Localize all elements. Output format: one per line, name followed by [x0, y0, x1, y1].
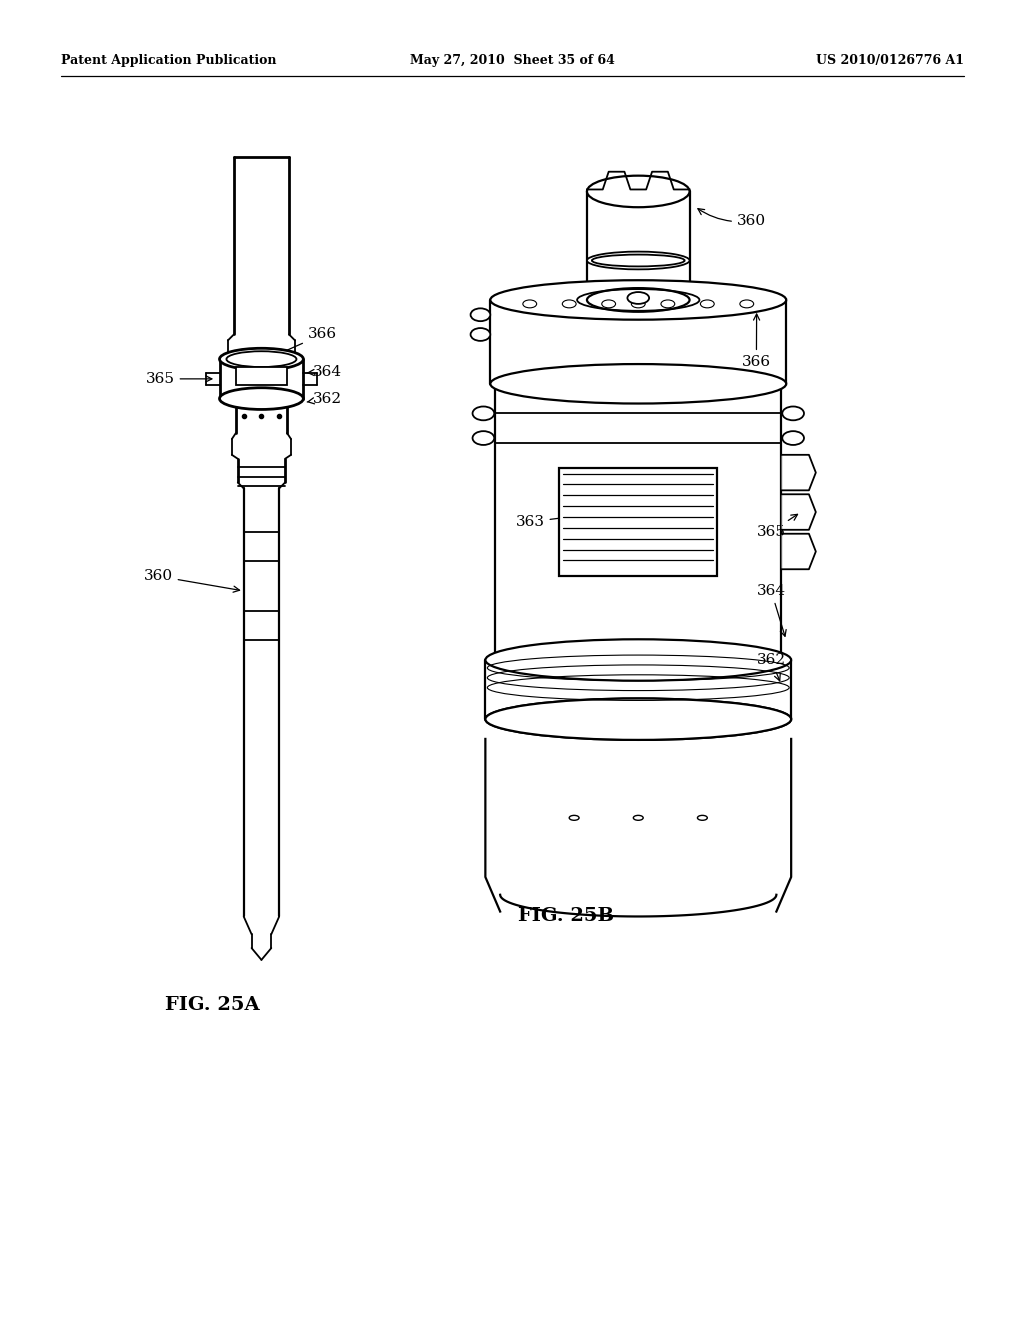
Ellipse shape	[569, 816, 580, 820]
Text: 365: 365	[145, 372, 212, 385]
Text: 364: 364	[757, 583, 786, 636]
Ellipse shape	[562, 300, 577, 308]
Ellipse shape	[660, 300, 675, 308]
Text: 360: 360	[698, 209, 766, 228]
Ellipse shape	[587, 176, 689, 207]
Ellipse shape	[490, 280, 786, 319]
Ellipse shape	[587, 252, 689, 269]
Text: 362: 362	[307, 392, 342, 405]
Ellipse shape	[485, 698, 792, 741]
Text: FIG. 25A: FIG. 25A	[165, 997, 259, 1014]
Text: 360: 360	[143, 569, 240, 593]
Text: US 2010/0126776 A1: US 2010/0126776 A1	[816, 54, 964, 67]
Ellipse shape	[628, 292, 649, 304]
Ellipse shape	[697, 816, 708, 820]
Ellipse shape	[471, 309, 490, 321]
Text: 364: 364	[307, 364, 342, 379]
Ellipse shape	[782, 432, 804, 445]
Text: FIG. 25B: FIG. 25B	[518, 907, 614, 925]
Ellipse shape	[219, 348, 303, 370]
Ellipse shape	[472, 407, 495, 420]
Ellipse shape	[602, 300, 615, 308]
Text: 365: 365	[757, 515, 798, 539]
Ellipse shape	[219, 388, 303, 409]
Text: May 27, 2010  Sheet 35 of 64: May 27, 2010 Sheet 35 of 64	[410, 54, 614, 67]
Text: 366: 366	[275, 327, 337, 356]
Ellipse shape	[485, 639, 792, 681]
Ellipse shape	[485, 698, 792, 741]
Ellipse shape	[490, 364, 786, 404]
Ellipse shape	[740, 300, 754, 308]
Text: Patent Application Publication: Patent Application Publication	[61, 54, 276, 67]
Ellipse shape	[633, 816, 643, 820]
Ellipse shape	[587, 288, 689, 312]
Ellipse shape	[471, 329, 490, 341]
Bar	[236, 367, 287, 385]
Bar	[559, 467, 717, 576]
Text: 362: 362	[757, 653, 785, 681]
Ellipse shape	[700, 300, 714, 308]
Text: 363: 363	[515, 515, 565, 529]
Text: 366: 366	[741, 314, 771, 370]
Ellipse shape	[632, 300, 645, 308]
Ellipse shape	[782, 407, 804, 420]
Ellipse shape	[472, 432, 495, 445]
Ellipse shape	[523, 300, 537, 308]
